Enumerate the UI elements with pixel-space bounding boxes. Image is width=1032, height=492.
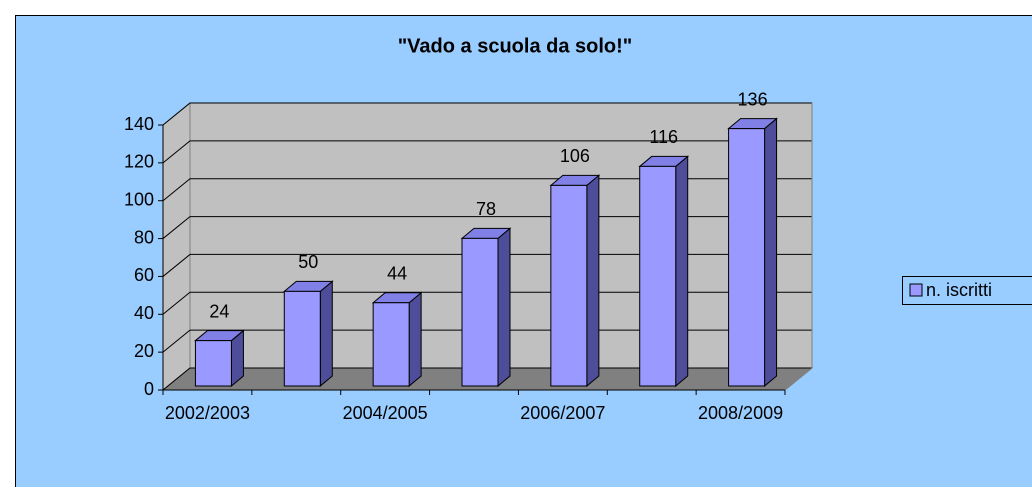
- bar: [284, 281, 332, 386]
- data-label: 136: [738, 89, 768, 109]
- bar-side: [676, 156, 688, 386]
- bar: [195, 331, 243, 386]
- y-tick-label: 60: [134, 265, 154, 285]
- x-tick-label: 2002/2003: [165, 403, 250, 423]
- data-label: 106: [560, 146, 590, 166]
- y-tick-label: 120: [124, 152, 154, 172]
- chart-title: "Vado a scuola da solo!": [398, 35, 633, 57]
- bar-front: [729, 129, 765, 386]
- bar: [462, 228, 510, 386]
- bar-side: [765, 119, 777, 386]
- bar: [729, 119, 777, 386]
- legend-marker: [910, 284, 922, 296]
- side-wall: [163, 103, 190, 390]
- data-label: 116: [649, 127, 678, 147]
- bar-front: [373, 303, 409, 386]
- y-tick-label: 140: [124, 114, 154, 134]
- bar-side: [587, 175, 599, 386]
- bar-front: [462, 238, 498, 386]
- bar-front: [284, 291, 320, 386]
- x-tick-label: 2008/2009: [698, 403, 783, 423]
- y-tick-label: 20: [134, 341, 154, 361]
- x-tick-label: 2004/2005: [343, 403, 428, 423]
- y-tick-label: 100: [124, 189, 154, 209]
- data-label: 24: [209, 301, 229, 321]
- bar-side: [320, 281, 332, 386]
- x-tick-label: 2006/2007: [520, 403, 605, 423]
- y-tick-label: 80: [134, 227, 154, 247]
- data-label: 78: [476, 199, 496, 219]
- y-tick-label: 0: [144, 379, 154, 399]
- bar: [551, 175, 599, 386]
- data-label: 44: [387, 263, 407, 283]
- bar: [640, 156, 688, 386]
- legend-label: n. iscritti: [926, 280, 992, 300]
- bar-front: [195, 341, 231, 386]
- bar-side: [498, 228, 510, 386]
- data-label: 50: [298, 252, 318, 272]
- bar-side: [409, 293, 421, 386]
- bar-front: [640, 166, 676, 386]
- bar-front: [551, 185, 587, 386]
- y-tick-label: 40: [134, 303, 154, 323]
- bar: [373, 293, 421, 386]
